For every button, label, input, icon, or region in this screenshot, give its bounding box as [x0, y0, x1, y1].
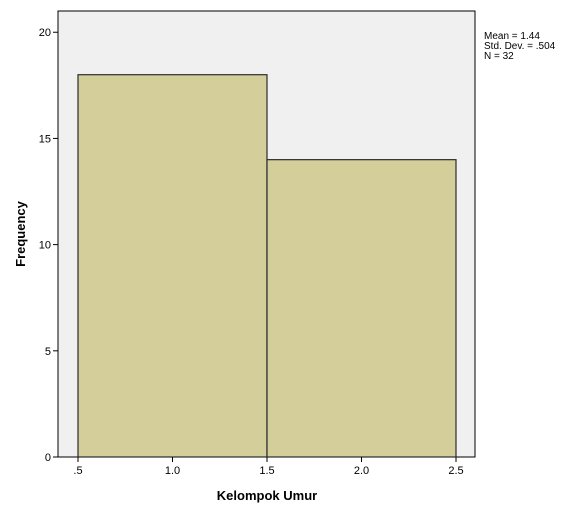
stat-n: N = 32 [484, 51, 514, 62]
y-tick-label: 10 [39, 240, 51, 252]
y-tick-label: 0 [45, 452, 51, 464]
stat-std-dev: Std. Dev. = .504 [484, 41, 556, 52]
y-axis-title: Frequency [13, 200, 28, 267]
histogram-bar-2 [266, 159, 457, 458]
y-axis: 0 5 10 15 20 [39, 27, 58, 464]
x-tick-label: 2.5 [448, 465, 463, 477]
bars-group [77, 74, 457, 458]
histogram-bar-1 [77, 74, 268, 458]
statistics-legend: Mean = 1.44 Std. Dev. = .504 N = 32 [484, 32, 555, 62]
x-axis: .5 1.0 1.5 2.0 2.5 [73, 457, 464, 477]
y-tick-label: 15 [39, 133, 51, 145]
y-tick-label: 5 [45, 346, 51, 358]
x-tick-label: 1.0 [165, 465, 180, 477]
x-axis-title: Kelompok Umur [217, 488, 317, 503]
x-tick-label: 1.5 [259, 465, 274, 477]
stat-mean: Mean = 1.44 [484, 31, 540, 42]
x-tick-label: .5 [73, 465, 82, 477]
y-tick-label: 20 [39, 27, 51, 39]
x-tick-label: 2.0 [354, 465, 369, 477]
